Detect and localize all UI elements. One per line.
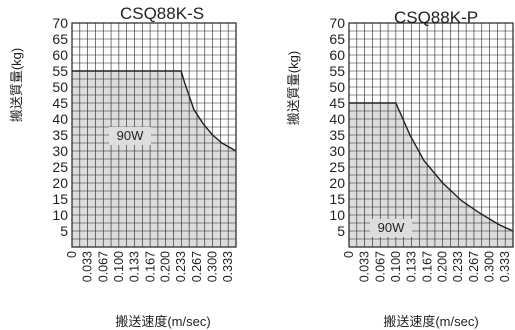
x-axis-label: 搬送速度(m/sec) xyxy=(115,314,210,329)
y-tick-label: 60 xyxy=(52,47,68,63)
chart-title: CSQ88K-P xyxy=(394,8,478,27)
y-tick-label: 15 xyxy=(52,191,68,207)
x-tick-label: 0.200 xyxy=(159,251,173,282)
annotation-bg xyxy=(109,127,151,145)
grid xyxy=(349,23,513,247)
x-tick-label: 0.267 xyxy=(190,251,204,282)
y-tick-label: 45 xyxy=(329,95,345,111)
x-tick-label: 0.167 xyxy=(143,251,157,282)
x-tick-label: 0.167 xyxy=(420,251,434,282)
y-tick-label: 55 xyxy=(329,63,345,79)
y-tick-label: 50 xyxy=(329,79,345,95)
y-tick-label: 5 xyxy=(337,223,345,239)
y-tick-label: 55 xyxy=(52,63,68,79)
y-tick-label: 10 xyxy=(52,207,68,223)
chart-title: CSQ88K-S xyxy=(120,4,204,23)
x-tick-label: 0.300 xyxy=(483,251,497,282)
plot-frame xyxy=(71,22,237,248)
y-tick-label: 60 xyxy=(329,47,345,63)
y-tick-label: 30 xyxy=(329,143,345,159)
y-axis-label: 搬送質量(kg) xyxy=(286,51,301,125)
x-tick-label: 0.033 xyxy=(357,251,371,282)
y-tick-label: 20 xyxy=(52,175,68,191)
y-tick-label: 40 xyxy=(52,111,68,127)
y-tick-label: 35 xyxy=(52,127,68,143)
y-tick-label: 25 xyxy=(52,159,68,175)
x-tick-label: 0.133 xyxy=(127,251,141,282)
x-tick-label: 0.267 xyxy=(467,251,481,282)
y-tick-label: 65 xyxy=(52,31,68,47)
y-tick-label: 5 xyxy=(60,223,68,239)
x-tick-label: 0 xyxy=(65,251,79,258)
power-annotation: 90W xyxy=(378,220,405,235)
x-tick-label: 0.200 xyxy=(436,251,450,282)
y-tick-label: 15 xyxy=(329,191,345,207)
y-tick-label: 30 xyxy=(52,143,68,159)
y-tick-label: 35 xyxy=(329,127,345,143)
capacity-curve xyxy=(72,70,237,152)
plot-frame xyxy=(348,22,514,248)
y-tick-label: 10 xyxy=(329,207,345,223)
y-tick-label: 70 xyxy=(52,15,68,31)
x-tick-label: 0.067 xyxy=(373,251,387,282)
power-annotation: 90W xyxy=(117,128,144,143)
y-tick-label: 45 xyxy=(52,95,68,111)
y-tick-label: 25 xyxy=(329,159,345,175)
x-tick-label: 0 xyxy=(342,251,356,258)
x-tick-label: 0.300 xyxy=(206,251,220,282)
y-tick-label: 65 xyxy=(329,31,345,47)
x-tick-label: 0.133 xyxy=(404,251,418,282)
x-tick-label: 0.233 xyxy=(451,251,465,282)
y-tick-label: 50 xyxy=(52,79,68,95)
capacity-curve xyxy=(349,102,514,232)
x-tick-label: 0.333 xyxy=(498,251,512,282)
x-tick-label: 0.233 xyxy=(174,251,188,282)
x-tick-label: 0.033 xyxy=(80,251,94,282)
x-tick-label: 0.100 xyxy=(112,251,126,282)
y-tick-label: 70 xyxy=(329,15,345,31)
x-tick-label: 0.067 xyxy=(96,251,110,282)
y-tick-label: 20 xyxy=(329,175,345,191)
y-tick-label: 40 xyxy=(329,111,345,127)
x-axis-label: 搬送速度(m/sec) xyxy=(383,314,478,329)
x-tick-label: 0.100 xyxy=(389,251,403,282)
x-tick-label: 0.333 xyxy=(221,251,235,282)
y-axis-label: 搬送質量(kg) xyxy=(9,48,24,122)
annotation-bg xyxy=(370,219,412,237)
